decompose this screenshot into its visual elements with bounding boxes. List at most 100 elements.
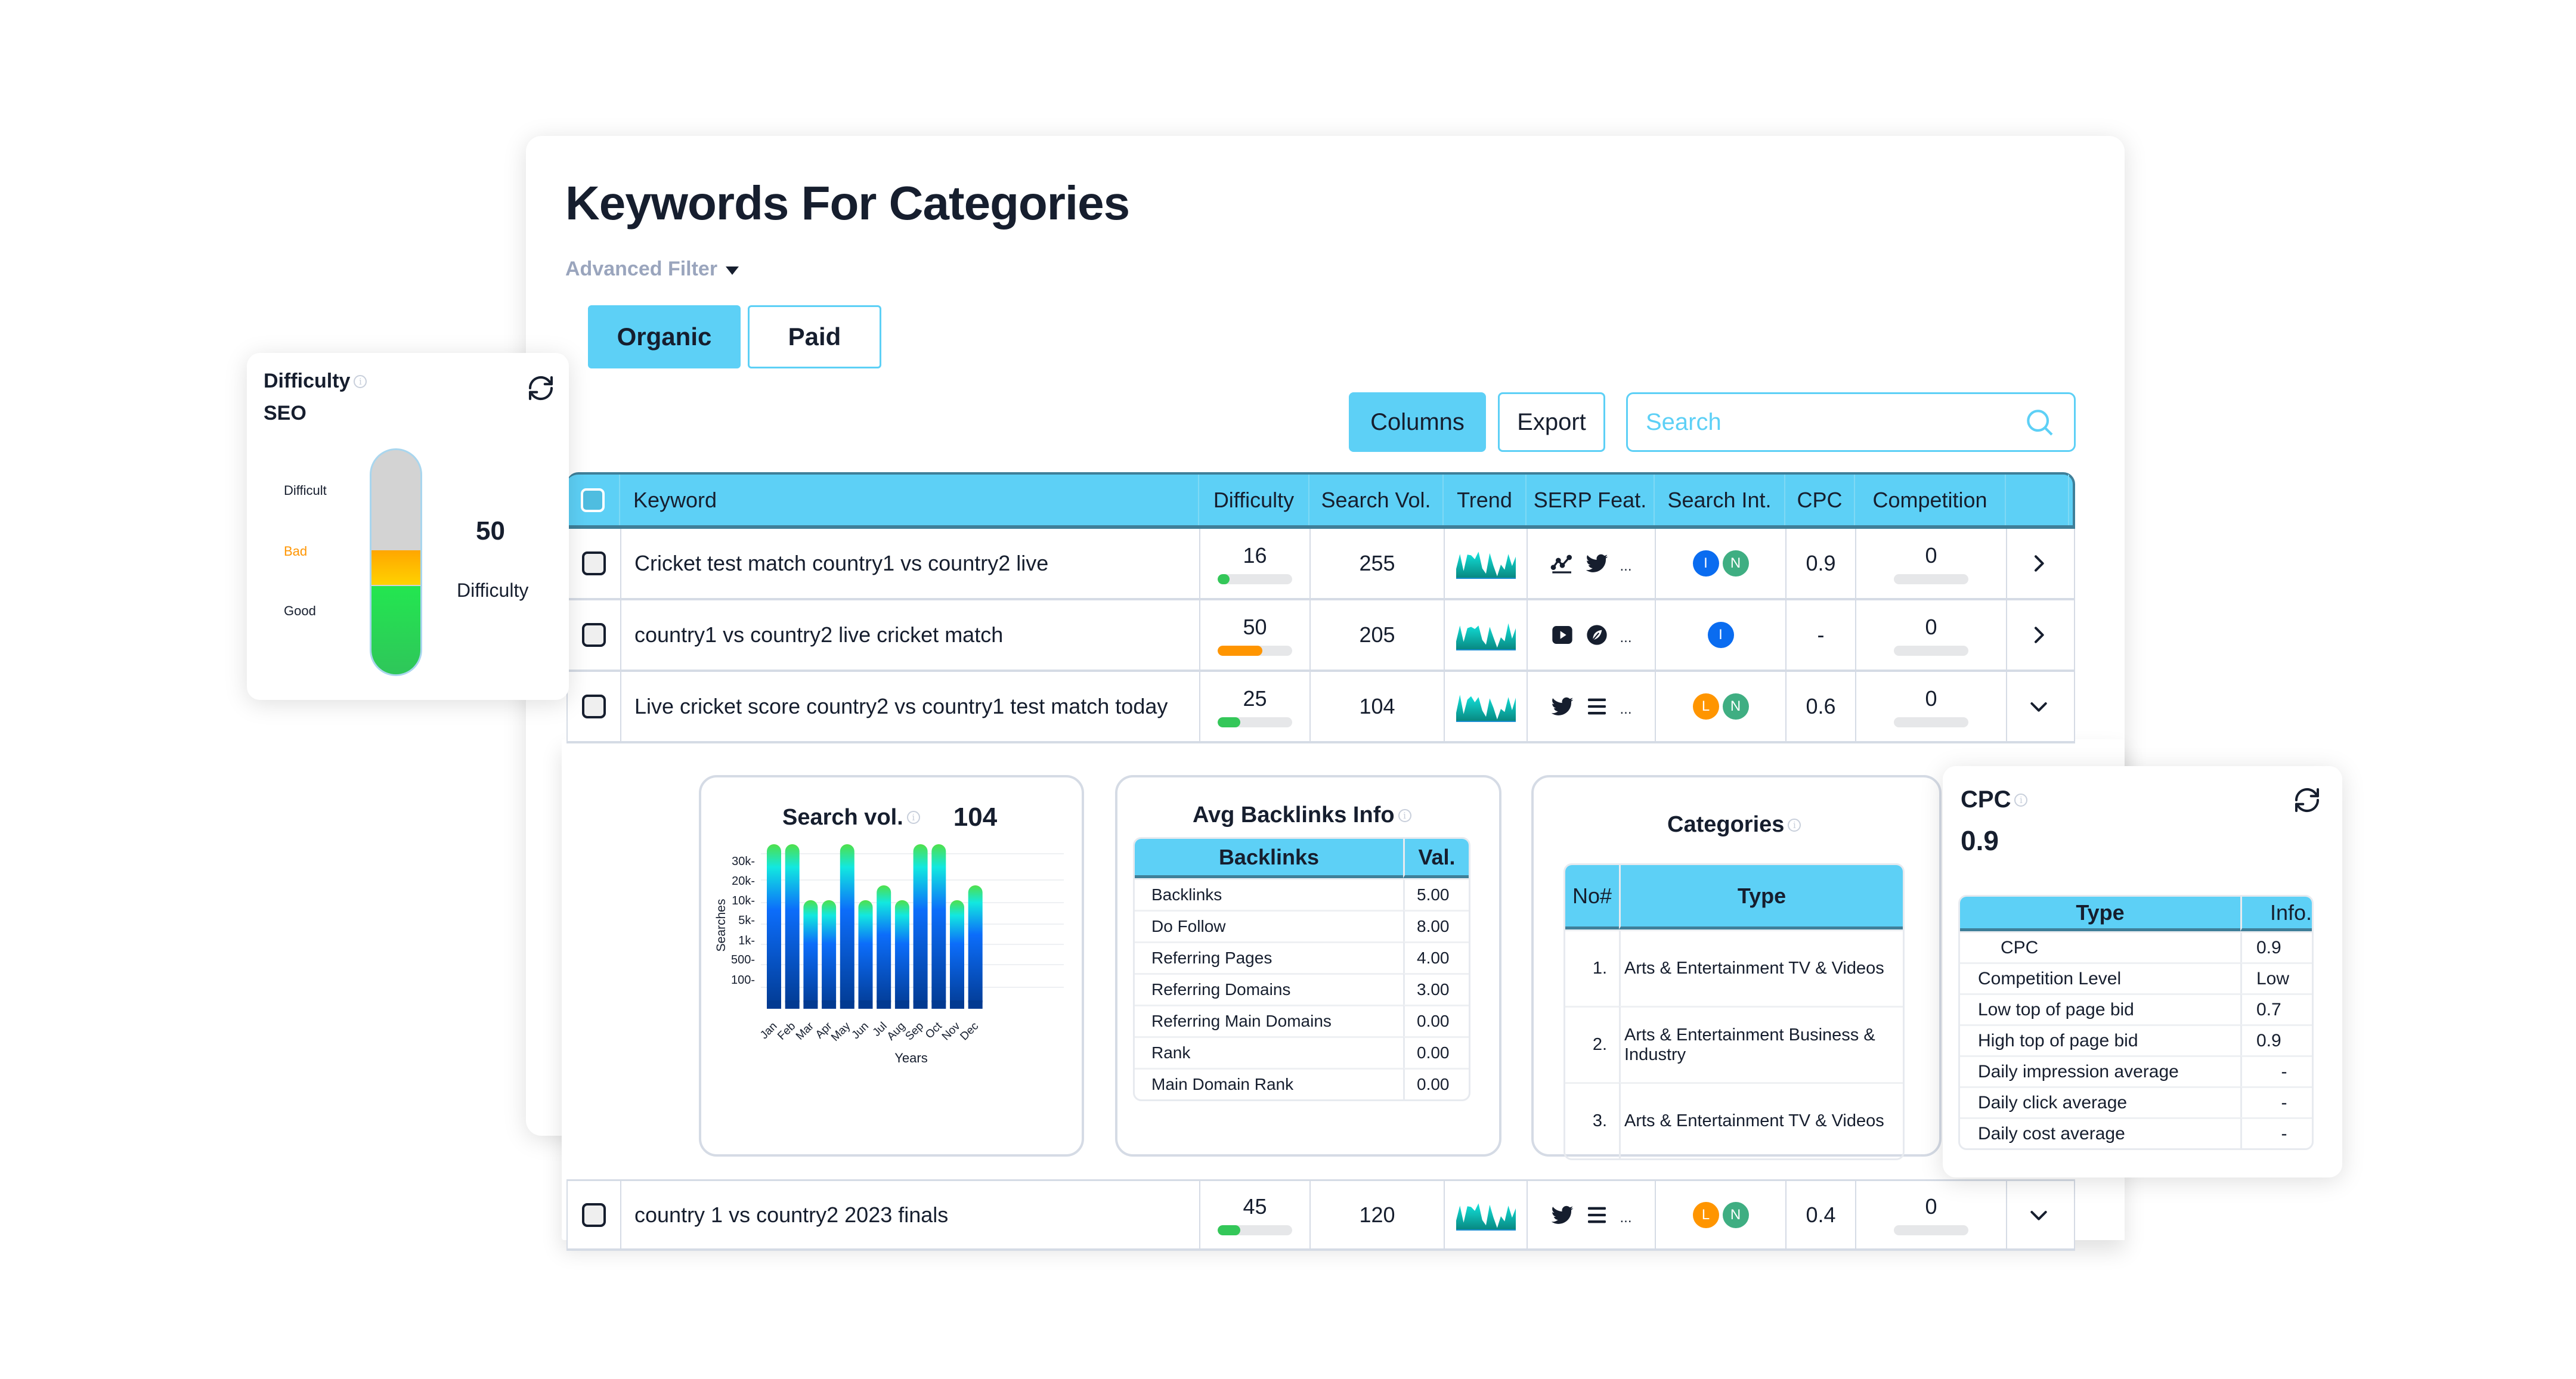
table-row[interactable]: country1 vs country2 live cricket match 5… [566,600,2075,672]
keyword-cell[interactable]: country1 vs country2 live cricket match [621,600,1200,670]
svg-text:Jan: Jan [758,1020,780,1042]
column-header: Type [1960,897,2240,931]
svg-text:10k-: 10k- [732,894,755,907]
table-cell: Daily impression average [1960,1055,2240,1086]
more-serp-features[interactable]: ... [1620,701,1632,717]
list-icon[interactable] [1585,695,1609,718]
row-checkbox-cell [568,529,621,598]
gauge-good-segment [371,586,420,674]
bar [785,844,800,1009]
header-keyword[interactable]: Keyword [620,475,1199,525]
serp-features-cell: ... [1528,1181,1656,1248]
svg-text:Jun: Jun [850,1020,872,1042]
header-cpc[interactable]: CPC [1785,475,1855,525]
serp-features-cell: ... [1528,529,1656,598]
svg-text:500-: 500- [731,953,755,966]
select-all-checkbox[interactable] [581,488,605,512]
chevron-down-icon[interactable] [2027,695,2051,718]
more-serp-features[interactable]: ... [1620,558,1632,574]
bar [767,844,781,1009]
table-row[interactable]: Cricket test match country1 vs country2 … [566,529,2075,600]
table-row[interactable]: country 1 vs country2 2023 finals 45 120..… [566,1179,2075,1251]
export-button[interactable]: Export [1498,392,1605,452]
competition-bar [1894,717,1968,727]
table-row: Daily impression average - [1960,1055,2312,1086]
column-header: Type [1619,865,1903,929]
info-icon[interactable]: i [354,374,367,388]
backlinks-table: Backlinks Val. Backlinks 5.00 Do Follow 8.00 R… [1133,837,1470,1101]
competition-bar [1894,1225,1968,1235]
more-serp-features[interactable]: ... [1620,630,1632,646]
search-icon[interactable] [2023,405,2056,439]
row-checkbox[interactable] [582,623,606,647]
info-icon[interactable]: i [906,811,920,824]
difficulty-cell: 25 [1200,672,1311,741]
column-header: No# [1565,865,1619,929]
header-competition[interactable]: Competition [1855,475,2006,525]
backlinks-title: Avg Backlinks Info [1193,802,1395,828]
search-volume-card: Search vol. i 104 100- 500- 1k- 5k- 10k- 20k-… [699,775,1084,1157]
search-box[interactable] [1626,392,2076,452]
row-checkbox[interactable] [582,1203,606,1227]
row-checkbox[interactable] [582,695,606,718]
table-cell: Arts & Entertainment TV & Videos [1619,929,1903,1006]
chevron-down-icon[interactable] [2027,1203,2051,1227]
columns-button[interactable]: Columns [1349,392,1486,452]
header-search-volume[interactable]: Search Vol. [1309,475,1444,525]
row-checkbox-cell [568,672,621,741]
table-cell: 0.9 [2240,1024,2312,1055]
header-serp-features[interactable]: SERP Feat. [1527,475,1655,525]
trend-line-icon[interactable] [1550,551,1574,575]
search-input[interactable] [1646,408,2023,436]
expand-row-button[interactable] [2007,1181,2070,1248]
twitter-icon[interactable] [1550,1203,1574,1227]
difficulty-value: 25 [1243,686,1267,711]
expand-row-button[interactable] [2007,672,2070,741]
chevron-right-icon[interactable] [2027,551,2051,575]
tab-paid[interactable]: Paid [748,305,881,368]
cpc-cell: 0.6 [1787,672,1856,741]
column-header: Val. [1403,839,1469,878]
table-cell: 5.00 [1403,878,1469,910]
leaf-icon[interactable] [1585,623,1609,647]
chevron-right-icon[interactable] [2027,623,2051,647]
search-volume-cell: 255 [1311,529,1445,598]
difficulty-value: 45 [1243,1194,1267,1219]
difficulty-cell: 45 [1200,1181,1311,1248]
header-trend[interactable]: Trend [1444,475,1527,525]
keyword-cell[interactable]: Cricket test match country1 vs country2 … [621,529,1200,598]
svg-text:20k-: 20k- [732,875,755,888]
table-body: Cricket test match country1 vs country2 … [566,529,2075,743]
info-icon[interactable]: i [2014,793,2028,807]
youtube-icon[interactable] [1550,623,1574,647]
info-icon[interactable]: i [1788,818,1801,832]
row-checkbox[interactable] [582,551,606,575]
keyword-cell[interactable]: country 1 vs country2 2023 finals [621,1181,1200,1248]
twitter-icon[interactable] [1585,551,1609,575]
list-icon[interactable] [1585,1203,1609,1227]
expand-row-button[interactable] [2007,600,2070,670]
table-cell: Referring Main Domains [1135,1005,1403,1036]
refresh-icon[interactable] [525,372,557,404]
bar [803,900,818,1009]
tab-organic[interactable]: Organic [588,305,741,368]
expand-row-button[interactable] [2007,529,2070,598]
difficulty-value: 16 [1243,543,1267,568]
intent-badge: L [1692,1201,1719,1228]
categories-title: Categories [1667,812,1785,837]
search-volume-title: Search vol. [782,804,903,830]
svg-text:Oct: Oct [923,1019,945,1041]
header-search-intent[interactable]: Search Int. [1655,475,1785,525]
twitter-icon[interactable] [1550,695,1574,718]
search-volume-cell: 120 [1311,1181,1445,1248]
info-icon[interactable]: i [1398,808,1411,822]
svg-text:5k-: 5k- [738,914,755,927]
table-row[interactable]: Live cricket score country2 vs country1 … [566,672,2075,743]
header-difficulty[interactable]: Difficulty [1199,475,1309,525]
search-volume-cell: 104 [1311,672,1445,741]
more-serp-features[interactable]: ... [1620,1209,1632,1226]
refresh-icon[interactable] [2291,784,2323,816]
keyword-cell[interactable]: Live cricket score country2 vs country1 … [621,672,1200,741]
advanced-filter-toggle[interactable]: Advanced Filter [565,258,739,281]
table-cell: - [2240,1117,2312,1148]
